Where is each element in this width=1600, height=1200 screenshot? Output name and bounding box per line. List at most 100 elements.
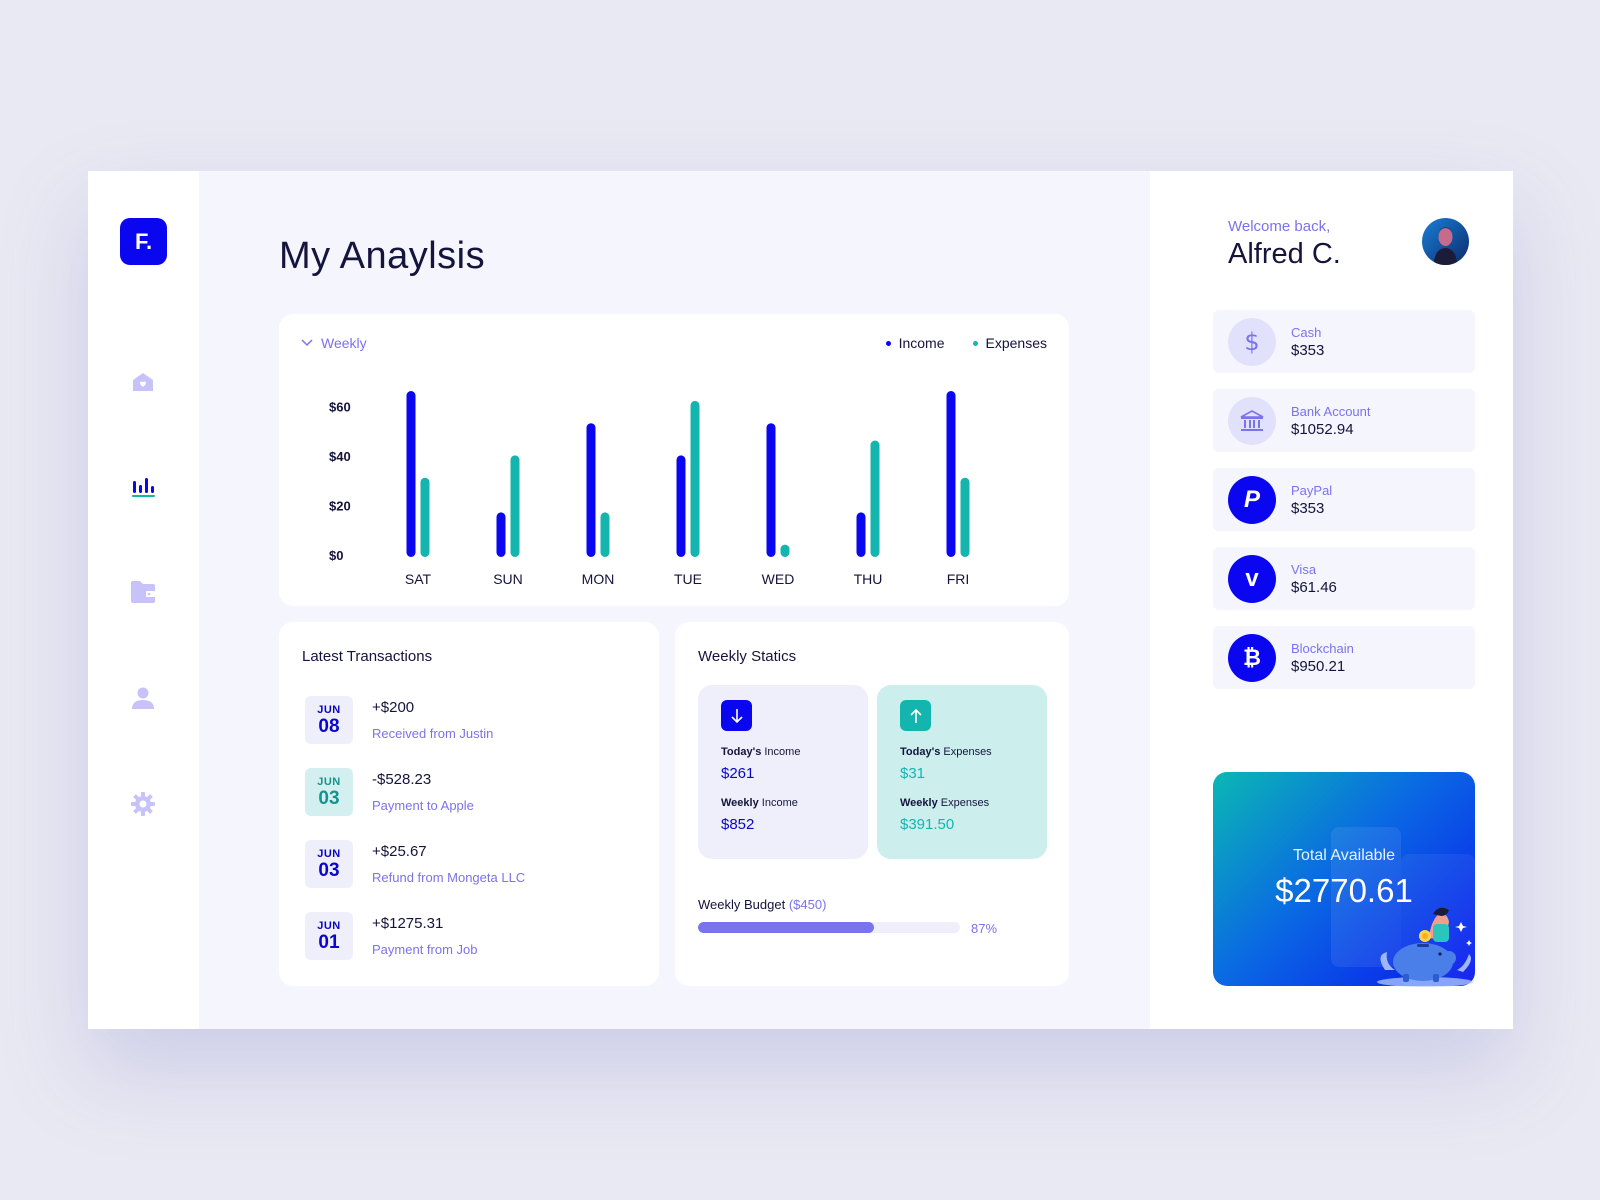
transaction-description: Received from Justin xyxy=(372,726,494,741)
transactions-title: Latest Transactions xyxy=(302,648,433,665)
bar-income-thu[interactable] xyxy=(856,512,866,557)
y-tick-label: $0 xyxy=(329,548,343,563)
bar-chart-icon xyxy=(132,478,155,497)
bank-icon xyxy=(1228,396,1276,445)
bar-expenses-sun[interactable] xyxy=(510,455,520,557)
piggy-bank-illustration xyxy=(1377,907,1473,987)
transaction-row[interactable]: JUN 03 +$25.67 Refund from Mongeta LLC xyxy=(305,840,635,888)
sidebar-item-wallet[interactable] xyxy=(126,575,160,609)
account-name: PayPal xyxy=(1291,482,1333,498)
weekly-budget-percent: 87% xyxy=(971,921,998,936)
bar-expenses-thu[interactable] xyxy=(870,440,880,557)
x-tick-label: FRI xyxy=(947,571,970,587)
transaction-day: 08 xyxy=(318,715,340,737)
todays-expenses-label: Today's Expenses xyxy=(900,746,992,758)
chart-legend: Income Expenses xyxy=(885,335,1047,351)
app-window: F. xyxy=(88,171,1513,1029)
user-name: Alfred C. xyxy=(1228,238,1341,270)
legend-item-expenses[interactable]: Expenses xyxy=(972,335,1047,351)
weekly-budget-progress-bar xyxy=(698,922,960,933)
x-tick-label: SAT xyxy=(405,571,432,587)
transaction-month: JUN xyxy=(317,847,341,860)
user-icon xyxy=(132,687,154,709)
total-available-label: Total Available xyxy=(1293,847,1395,864)
account-amount: $1052.94 xyxy=(1291,420,1354,438)
sidebar-item-settings[interactable] xyxy=(126,787,160,821)
account-amount: $353 xyxy=(1291,341,1325,359)
y-tick-label: $60 xyxy=(329,399,351,414)
account-item-bank[interactable]: Bank Account $1052.94 xyxy=(1213,389,1475,452)
main-content: My Anaylsis $60 $40 $20 $0 SAT SUN MON TUE WED TH… xyxy=(199,171,1150,1029)
bar-income-sat[interactable] xyxy=(406,391,416,557)
welcome-text: Welcome back, xyxy=(1228,218,1331,235)
account-item-visa[interactable]: v Visa $61.46 xyxy=(1213,547,1475,610)
bar-expenses-sat[interactable] xyxy=(420,477,430,557)
transaction-amount: +$200 xyxy=(372,699,415,716)
legend-label-income: Income xyxy=(898,335,945,351)
transaction-month: JUN xyxy=(317,919,341,932)
account-item-cash[interactable]: $ Cash $353 xyxy=(1213,310,1475,373)
dollar-icon: $ xyxy=(1228,317,1276,366)
sidebar-item-profile[interactable] xyxy=(126,681,160,715)
transaction-date-badge: JUN 03 xyxy=(305,768,353,816)
y-tick-label: $40 xyxy=(329,449,351,464)
transaction-row[interactable]: JUN 08 +$200 Received from Justin xyxy=(305,696,635,744)
transaction-date-badge: JUN 03 xyxy=(305,840,353,888)
bar-income-wed[interactable] xyxy=(766,423,776,557)
weekly-budget-progress-fill xyxy=(698,922,874,933)
todays-income-value: $261 xyxy=(721,765,755,782)
transaction-description: Refund from Mongeta LLC xyxy=(372,870,526,885)
x-tick-label: WED xyxy=(762,571,795,587)
account-item-blockchain[interactable]: ₿ Blockchain $950.21 xyxy=(1213,626,1475,689)
transaction-row[interactable]: JUN 01 +$1275.31 Payment from Job xyxy=(305,912,635,960)
paypal-icon: P xyxy=(1228,475,1276,524)
visa-icon: v xyxy=(1228,554,1276,603)
bar-expenses-mon[interactable] xyxy=(600,512,610,557)
account-name: Cash xyxy=(1291,324,1322,340)
latest-transactions-card: Latest Transactions JUN 08 +$200 Receive… xyxy=(279,622,659,986)
sidebar: F. xyxy=(88,171,199,1029)
bar-chart: $60 $40 $20 $0 SAT SUN MON TUE WED THU FRI xyxy=(329,391,970,587)
transaction-day: 03 xyxy=(318,787,340,809)
legend-dot-income xyxy=(885,340,891,346)
expenses-stat-box: Today's Expenses $31 Weekly Expenses $39… xyxy=(877,685,1047,859)
legend-dot-expenses xyxy=(972,340,978,346)
transaction-row[interactable]: JUN 03 -$528.23 Payment to Apple xyxy=(305,768,635,816)
weekly-budget-limit: ($450) xyxy=(788,897,827,912)
statistics-title: Weekly Statics xyxy=(698,648,797,665)
app-logo[interactable]: F. xyxy=(120,218,167,265)
bar-expenses-fri[interactable] xyxy=(960,477,970,557)
y-tick-label: $20 xyxy=(329,498,351,513)
total-available-card: Total Available $2770.61 xyxy=(1213,772,1475,987)
bar-income-mon[interactable] xyxy=(586,423,596,557)
legend-item-income[interactable]: Income xyxy=(885,335,945,351)
transaction-description: Payment from Job xyxy=(372,942,478,957)
transaction-amount: +$25.67 xyxy=(372,843,427,860)
arrow-up-icon xyxy=(900,700,931,731)
weekly-expenses-label: Weekly Expenses xyxy=(900,797,990,809)
account-name: Blockchain xyxy=(1291,640,1354,656)
weekly-statistics-card: Weekly Statics Today's Income $261 Weekl… xyxy=(675,622,1069,986)
page-title: My Anaylsis xyxy=(279,235,486,277)
transaction-date-badge: JUN 08 xyxy=(305,696,353,744)
x-tick-label: MON xyxy=(582,571,615,587)
sidebar-item-analysis[interactable] xyxy=(126,469,160,503)
account-item-paypal[interactable]: P PayPal $353 xyxy=(1213,468,1475,531)
bar-income-tue[interactable] xyxy=(676,455,686,557)
transaction-amount: -$528.23 xyxy=(372,771,432,788)
transaction-month: JUN xyxy=(317,703,341,716)
analysis-chart-card: $60 $40 $20 $0 SAT SUN MON TUE WED THU FRI Weekly … xyxy=(279,314,1069,606)
period-dropdown[interactable]: Weekly xyxy=(301,335,367,351)
account-name: Bank Account xyxy=(1291,403,1371,419)
weekly-income-label: Weekly Income xyxy=(721,797,798,809)
avatar[interactable] xyxy=(1422,218,1469,265)
sidebar-item-home[interactable] xyxy=(126,365,160,399)
bar-expenses-tue[interactable] xyxy=(690,400,700,557)
bar-expenses-wed[interactable] xyxy=(780,544,790,557)
transactions-list: JUN 08 +$200 Received from Justin JUN 03… xyxy=(305,696,635,984)
bar-income-fri[interactable] xyxy=(946,391,956,557)
bar-income-sun[interactable] xyxy=(496,512,506,557)
legend-label-expenses: Expenses xyxy=(985,335,1047,351)
transaction-day: 03 xyxy=(318,859,340,881)
todays-income-label: Today's Income xyxy=(721,746,801,758)
